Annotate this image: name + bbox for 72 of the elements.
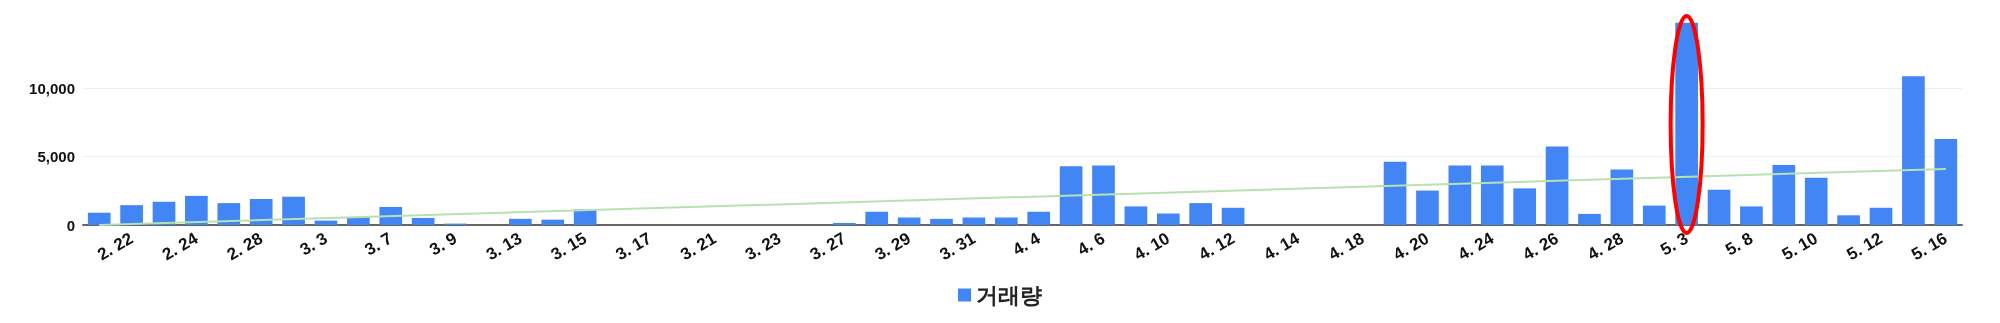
bar [1383, 161, 1407, 225]
bar [120, 205, 143, 225]
x-tick-label: 5. 10 [1778, 228, 1821, 265]
x-tick-label: 4. 20 [1389, 228, 1433, 265]
x-tick-label: 5. 3 [1657, 228, 1692, 260]
bar [1545, 146, 1569, 225]
bar [1480, 165, 1504, 225]
bar [1059, 166, 1083, 225]
x-tick-label: 3. 31 [936, 228, 979, 265]
bar [930, 218, 953, 225]
x-tick-label: 5. 12 [1843, 228, 1886, 265]
x-tick-label: 5. 16 [1908, 228, 1951, 265]
x-tick-label: 4. 24 [1454, 228, 1498, 265]
x-tick-label: 3. 7 [361, 228, 396, 260]
x-tick-label: 2. 28 [223, 228, 266, 265]
bar [1642, 205, 1666, 225]
bar [1707, 189, 1731, 225]
bar [1416, 190, 1439, 225]
bar [832, 222, 856, 225]
legend-label: 거래량 [976, 282, 1042, 308]
bar [1804, 177, 1828, 225]
x-tick-label: 4. 12 [1195, 228, 1238, 265]
x-tick-label: 3. 29 [871, 228, 914, 265]
x-tick-label: 4. 14 [1260, 228, 1304, 265]
x-tick-label: 4. 6 [1074, 228, 1109, 260]
x-tick-label: 3. 15 [547, 228, 590, 265]
bar [1124, 206, 1148, 225]
bar [1610, 169, 1634, 225]
bar [185, 195, 208, 225]
x-tick-label: 3. 21 [677, 228, 720, 265]
bar [509, 218, 532, 225]
x-tick-label: 3. 3 [296, 228, 331, 260]
x-tick-label: 2. 22 [94, 228, 137, 265]
bar [1092, 165, 1115, 225]
bar [249, 199, 273, 225]
x-tick-label: 4. 28 [1584, 228, 1627, 265]
y-tick-label: 5,000 [37, 148, 75, 166]
bar [1156, 213, 1180, 225]
bar [282, 196, 305, 225]
x-tick-label: 2. 24 [158, 228, 202, 265]
y-tick-label: 0 [66, 216, 75, 234]
bar [1189, 203, 1213, 225]
bar [1934, 138, 1958, 225]
bar [1869, 207, 1893, 225]
bar [897, 217, 921, 225]
x-tick-label: 3. 13 [482, 228, 526, 265]
x-tick-label: 4. 10 [1130, 228, 1174, 265]
x-tick-label: 5. 8 [1722, 228, 1757, 260]
x-tick-label: 4. 4 [1009, 228, 1044, 260]
bar [541, 219, 565, 225]
bar [411, 217, 435, 225]
bar [1221, 207, 1245, 225]
bar [1837, 215, 1860, 225]
bar [994, 217, 1018, 225]
bar [865, 211, 889, 225]
x-tick-label: 3. 23 [742, 228, 785, 265]
bar [1027, 211, 1051, 225]
bar [1772, 165, 1796, 225]
bar [962, 217, 986, 225]
x-tick-label: 4. 26 [1519, 228, 1562, 265]
bar [1578, 213, 1601, 225]
bar [1740, 206, 1763, 225]
x-tick-label: 3. 17 [612, 228, 655, 265]
y-tick-label: 10,000 [29, 79, 75, 97]
x-tick-label: 3. 9 [426, 228, 461, 260]
bar [1448, 165, 1472, 225]
bar [1513, 188, 1536, 225]
bar [217, 203, 241, 225]
bar [87, 212, 111, 225]
bar [1902, 76, 1925, 225]
x-tick-label: 4. 18 [1325, 228, 1368, 265]
x-tick-label: 3. 27 [806, 228, 850, 265]
